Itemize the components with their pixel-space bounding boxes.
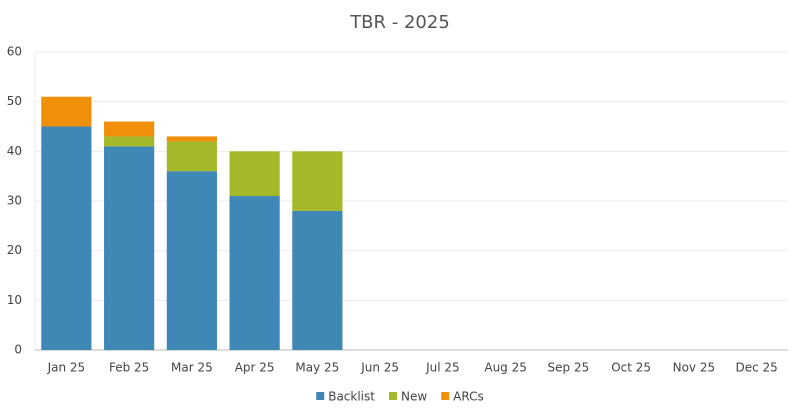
y-tick-label: 0 [14,343,22,357]
bar-segment [292,210,343,350]
bar-segment [41,96,92,127]
bar-segment [104,136,155,147]
x-tick-label: Sep 25 [548,361,590,375]
bar-segment [229,151,280,197]
bar-segment [104,121,155,137]
chart-title: TBR - 2025 [349,12,450,33]
bar-segment [166,171,217,350]
bar-segment [229,196,280,350]
x-tick-label: Feb 25 [109,361,149,375]
x-tick-label: Jun 25 [360,361,399,375]
legend-swatch [388,392,397,400]
x-tick-label: Nov 25 [673,361,716,375]
y-tick-label: 30 [7,194,22,208]
legend-label: Backlist [328,390,375,404]
y-tick-label: 50 [7,94,22,108]
y-tick-label: 40 [7,144,22,158]
x-tick-label: May 25 [295,361,339,375]
x-tick-label: Aug 25 [484,361,527,375]
bar-segment [292,151,343,211]
legend-label: ARCs [453,390,484,404]
x-tick-label: Mar 25 [171,361,213,375]
x-tick-label: Apr 25 [235,361,275,375]
y-tick-label: 60 [7,45,22,59]
bar-segment [166,141,217,172]
x-tick-label: Jan 25 [47,361,86,375]
legend-swatch [441,392,450,400]
legend-label: New [401,390,427,404]
bar-segment [104,146,155,350]
x-tick-label: Oct 25 [611,361,651,375]
bar-segment [166,136,217,142]
y-tick-label: 20 [7,243,22,257]
legend-swatch [316,392,325,400]
x-tick-label: Dec 25 [735,361,777,375]
y-tick-label: 10 [7,293,22,307]
x-tick-label: Jul 25 [425,361,460,375]
bar-segment [41,126,92,350]
